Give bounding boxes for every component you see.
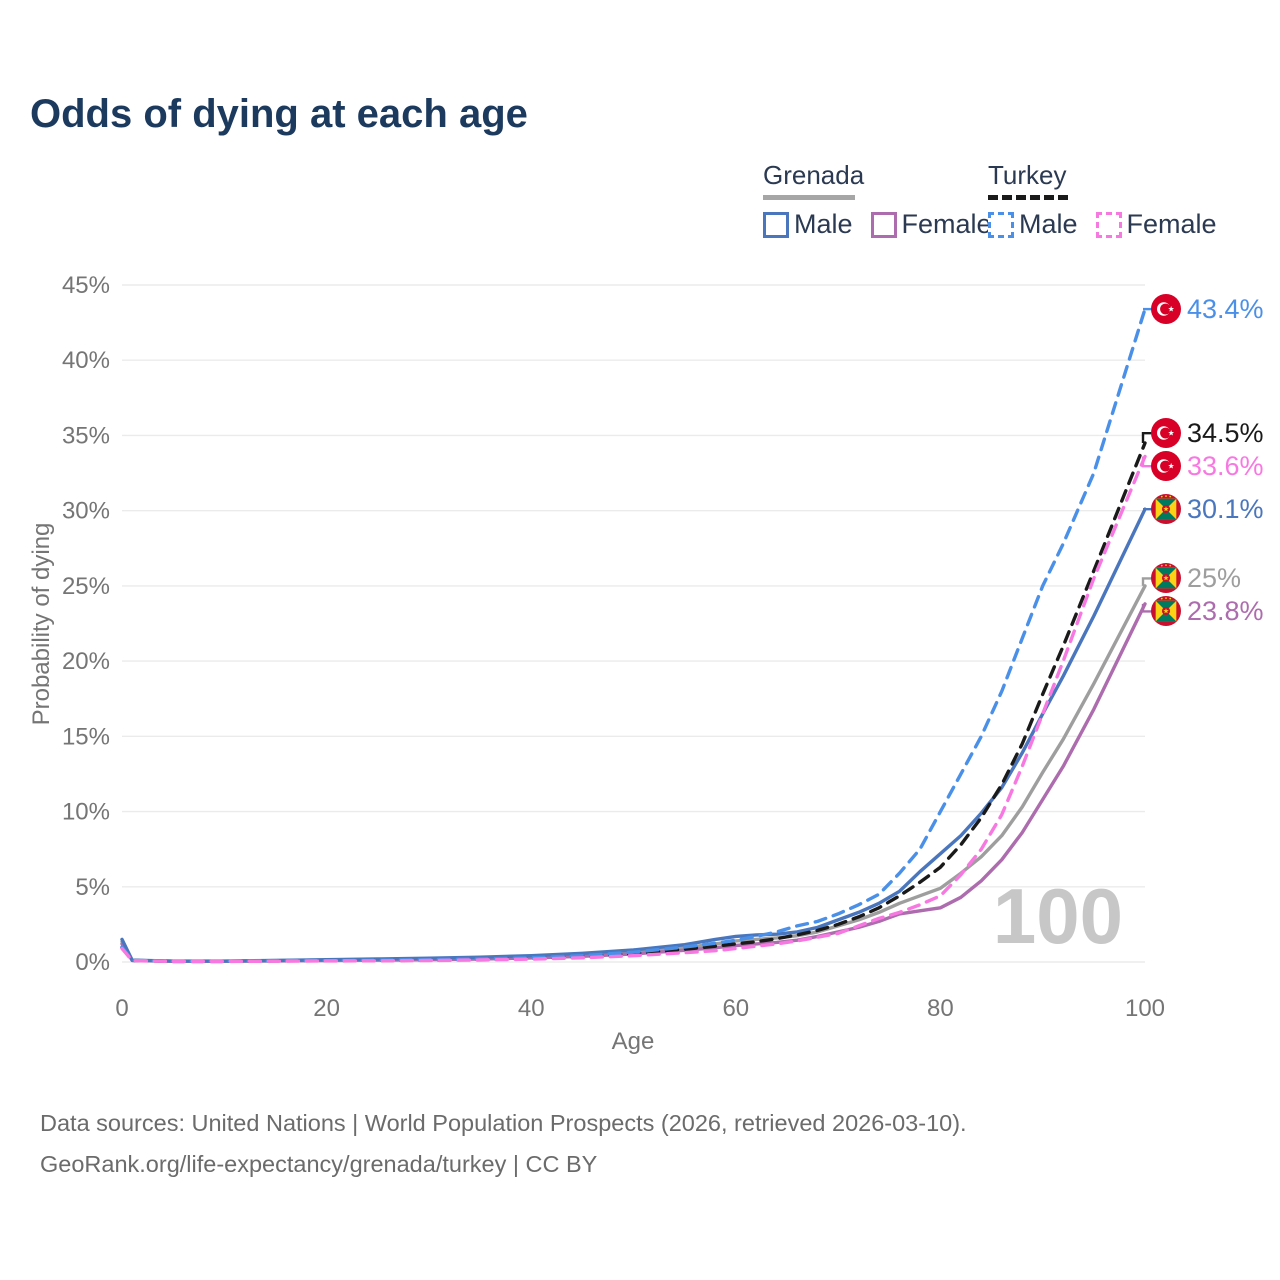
x-axis-title: Age	[611, 1028, 655, 1055]
y-tick-label-15: 15%	[62, 723, 110, 750]
grenada-flag	[1151, 563, 1181, 594]
x-tick-label-100: 100	[1125, 995, 1165, 1022]
grenada-total-line-swatch	[763, 195, 855, 200]
end-label-grenada-female: 23.8%	[1151, 595, 1264, 627]
x-tick-label-60: 60	[722, 995, 749, 1022]
y-tick-label-35: 35%	[62, 422, 110, 449]
x-tick-label-80: 80	[927, 995, 954, 1022]
legend-item-turkey-male[interactable]: Male	[988, 209, 1078, 240]
y-axis-title: Probability of dying	[28, 522, 55, 726]
grenada-male-swatch-icon	[763, 211, 789, 238]
end-value-turkey-male: 43.4%	[1187, 293, 1264, 324]
x-tick-label-40: 40	[518, 995, 545, 1022]
end-value-turkey-female: 33.6%	[1187, 450, 1264, 481]
legend-item-turkey-female[interactable]: Female	[1095, 209, 1217, 240]
turkey-male-swatch-icon	[988, 211, 1014, 238]
end-connector-grenada-female	[1141, 603, 1154, 613]
y-tick-label-5: 5%	[75, 874, 110, 901]
end-label-grenada: 25%	[1151, 562, 1241, 594]
turkey-flag-icon	[1151, 294, 1181, 325]
turkey-flag	[1151, 418, 1181, 449]
y-tick-label-20: 20%	[62, 648, 110, 675]
turkey-flag-icon	[1151, 418, 1181, 449]
legend-item-grenada-male[interactable]: Male	[763, 209, 853, 240]
age-indicator-watermark: 100	[993, 872, 1123, 960]
end-value-grenada-female: 23.8%	[1187, 595, 1264, 626]
end-label-turkey-female: 33.6%	[1151, 450, 1264, 482]
page-title: Odds of dying at each age	[30, 92, 528, 136]
end-connector-turkey	[1141, 432, 1154, 443]
grenada-female-swatch-icon	[870, 211, 897, 238]
legend-country-turkey-label: Turkey	[988, 160, 1067, 190]
grenada-flag-icon	[1151, 494, 1181, 525]
end-value-grenada: 25%	[1187, 562, 1242, 593]
legend-item-turkey-male-label: Male	[1019, 209, 1078, 239]
footer-data-sources: Data sources: United Nations | World Pop…	[40, 1110, 967, 1136]
legend-item-grenada-female-label: Female	[901, 209, 992, 239]
series-line-turkey-female	[120, 454, 1147, 964]
y-tick-label-25: 25%	[62, 573, 110, 600]
x-tick-label-0: 0	[115, 995, 128, 1022]
legend-item-turkey-female-label: Female	[1126, 209, 1217, 239]
legend-group-grenada: Grenada Male Female	[763, 160, 1010, 240]
footer-link[interactable]: GeoRank.org/life-expectancy/grenada/turk…	[40, 1151, 598, 1177]
end-label-grenada-male: 30.1%	[1151, 493, 1264, 525]
end-label-turkey-male: 43.4%	[1151, 293, 1264, 325]
end-label-turkey: 34.5%	[1151, 417, 1264, 449]
legend-group-turkey: Turkey Male Female	[988, 160, 1235, 240]
legend-country-grenada[interactable]: Grenada	[763, 160, 1010, 200]
grenada-flag	[1151, 596, 1181, 627]
plot-area[interactable]	[122, 265, 1145, 962]
footer-attribution: Data sources: United Nations | World Pop…	[40, 1103, 967, 1185]
y-tick-label-0: 0%	[75, 949, 110, 976]
turkey-female-swatch-icon	[1095, 211, 1122, 238]
turkey-flag	[1151, 451, 1181, 482]
end-value-grenada-male: 30.1%	[1187, 493, 1264, 524]
y-tick-label-45: 45%	[62, 272, 110, 299]
grenada-flag	[1151, 494, 1181, 525]
legend-item-grenada-female[interactable]: Female	[870, 209, 992, 240]
turkey-total-line-swatch	[988, 195, 1068, 200]
y-tick-label-10: 10%	[62, 799, 110, 826]
end-connector-turkey-female	[1141, 456, 1154, 468]
y-tick-label-40: 40%	[62, 347, 110, 374]
turkey-flag-icon	[1151, 451, 1181, 482]
grenada-flag-icon	[1151, 563, 1181, 594]
legend-country-grenada-label: Grenada	[763, 160, 865, 190]
end-connector-grenada	[1141, 577, 1154, 586]
legend-item-grenada-male-label: Male	[794, 209, 853, 239]
legend-country-turkey[interactable]: Turkey	[988, 160, 1235, 200]
turkey-flag	[1151, 294, 1181, 325]
grenada-flag-icon	[1151, 596, 1181, 627]
end-value-turkey: 34.5%	[1187, 417, 1264, 448]
y-tick-label-30: 30%	[62, 498, 110, 525]
x-tick-label-20: 20	[313, 995, 340, 1022]
